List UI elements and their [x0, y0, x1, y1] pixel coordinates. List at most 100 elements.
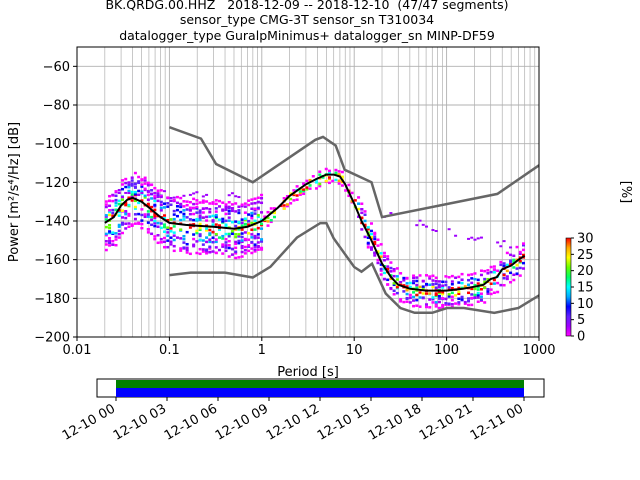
density-cell	[221, 237, 225, 240]
density-cell	[205, 200, 209, 203]
density-cell	[188, 193, 192, 196]
density-cell	[117, 210, 121, 214]
density-cell	[412, 295, 416, 299]
density-cell	[470, 303, 474, 307]
density-cell	[208, 240, 212, 244]
density-cell	[185, 203, 189, 207]
density-cell	[499, 283, 503, 287]
density-cell	[266, 216, 270, 220]
density-cell	[114, 190, 118, 193]
density-cell	[214, 213, 218, 217]
density-cell	[476, 296, 480, 299]
density-cell	[492, 278, 496, 282]
density-cell	[208, 228, 212, 232]
density-cell	[518, 266, 522, 270]
density-cell	[499, 263, 503, 267]
density-cell	[250, 211, 254, 215]
density-cell	[486, 269, 490, 272]
density-cell	[282, 207, 286, 210]
density-cell	[120, 209, 124, 212]
density-cell	[379, 263, 383, 266]
density-cell	[460, 295, 464, 299]
density-cell	[437, 294, 441, 298]
density-cell	[175, 205, 179, 208]
density-cell	[198, 214, 202, 217]
title-line-2: sensor_type CMG-3T sensor_sn T310034	[179, 12, 435, 27]
density-cell	[392, 282, 396, 285]
density-cell	[256, 233, 260, 236]
density-cell	[450, 303, 454, 306]
density-cell	[198, 233, 202, 236]
density-cell	[373, 235, 377, 239]
density-cell	[496, 281, 500, 285]
density-cell	[156, 193, 160, 197]
density-cell	[198, 238, 202, 242]
density-cell	[515, 263, 519, 267]
density-cell	[111, 214, 115, 218]
density-cell	[188, 208, 192, 212]
density-cell	[450, 280, 454, 283]
density-cell	[447, 286, 451, 289]
density-cell	[201, 250, 205, 253]
density-cell	[337, 182, 341, 185]
density-cell	[250, 228, 254, 232]
density-cell	[496, 290, 500, 294]
density-cell	[473, 293, 477, 297]
density-cell	[172, 231, 176, 234]
density-cell	[502, 277, 506, 280]
density-cell	[120, 221, 124, 225]
density-cell	[382, 258, 386, 262]
density-cell	[166, 202, 170, 205]
density-cell	[522, 267, 526, 270]
density-cell	[208, 238, 212, 241]
density-cell	[108, 231, 112, 235]
density-cell	[247, 199, 251, 202]
density-cell	[337, 170, 341, 173]
density-cell	[150, 209, 154, 213]
density-cell	[327, 171, 331, 174]
density-cell	[437, 285, 441, 289]
density-cell	[360, 208, 364, 211]
density-cell	[227, 232, 231, 236]
y-tick-label: −140	[34, 215, 70, 230]
density-cell	[370, 232, 374, 236]
density-cell	[153, 197, 157, 200]
density-cell	[214, 238, 218, 241]
density-cell	[120, 183, 124, 186]
x-axis-label: Period [s]	[277, 365, 339, 380]
density-cell	[124, 185, 128, 189]
density-cell	[221, 220, 225, 223]
density-cell	[133, 217, 137, 221]
density-cell	[302, 192, 306, 196]
density-cell	[195, 219, 199, 222]
density-cell	[137, 189, 141, 193]
density-cell	[111, 199, 115, 203]
density-cell	[282, 204, 286, 207]
density-cell	[340, 175, 344, 179]
density-cell	[130, 190, 134, 194]
density-cell	[476, 293, 480, 297]
density-cell	[169, 240, 173, 243]
density-cell	[260, 211, 264, 214]
density-cell	[408, 296, 412, 300]
density-cell	[179, 196, 183, 200]
density-cell	[298, 191, 302, 195]
density-cell	[150, 183, 154, 187]
density-cell	[405, 285, 409, 288]
density-cell	[515, 245, 519, 249]
density-cell	[237, 228, 241, 231]
density-cell	[454, 276, 458, 279]
density-cell	[392, 289, 396, 293]
density-cell	[479, 273, 483, 277]
x-tick-label: 1	[258, 343, 266, 358]
density-cell	[198, 247, 202, 251]
density-cell	[214, 207, 218, 210]
density-cell	[327, 176, 331, 179]
density-cell	[104, 218, 108, 221]
density-cell	[392, 274, 396, 278]
density-cell	[450, 283, 454, 286]
density-cell	[431, 279, 435, 282]
density-cell	[444, 302, 448, 305]
density-cell	[366, 236, 370, 240]
density-cell	[198, 234, 202, 238]
